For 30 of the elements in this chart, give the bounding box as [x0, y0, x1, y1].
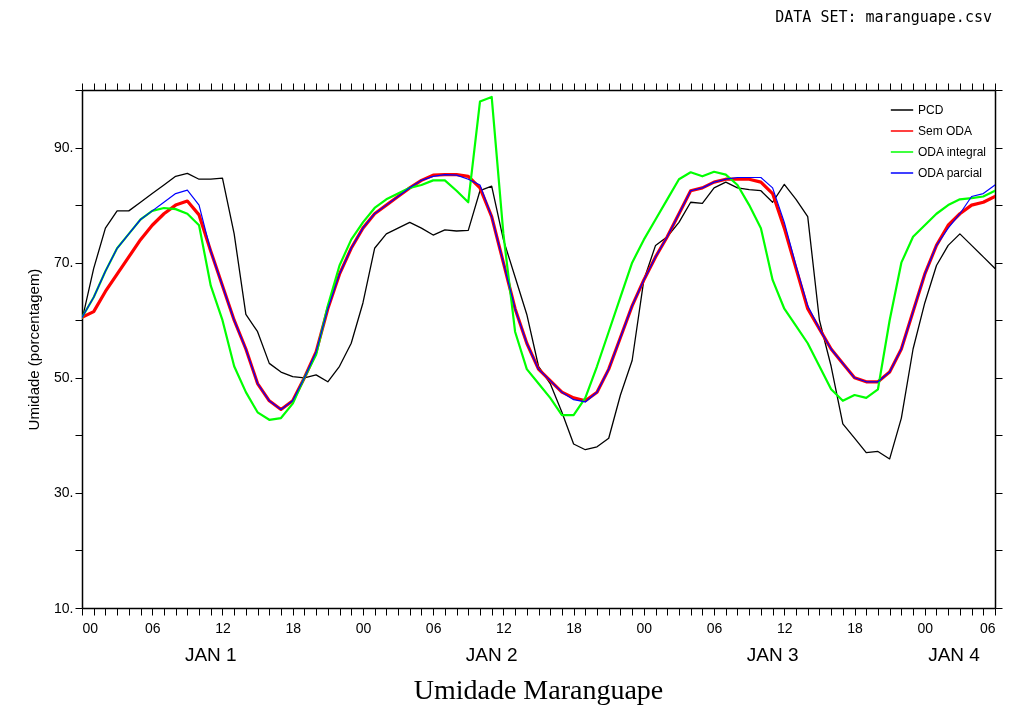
y-tick-label: 70.	[54, 254, 74, 271]
text: JAN 4	[928, 644, 981, 665]
text: DATA SET: maranguape.csv	[775, 8, 992, 26]
y-tick-label: 90.	[54, 139, 74, 156]
legend-label: ODA parcial	[918, 166, 983, 180]
x-tick-label: 00	[82, 619, 99, 636]
x-tick-label: 12	[496, 619, 512, 636]
x-tick-label: 06	[425, 619, 442, 636]
x-tick-label: 18	[285, 619, 302, 636]
text: JAN 2	[465, 644, 518, 665]
y-tick-label: 50.	[54, 369, 74, 386]
legend-label: ODA integral	[918, 145, 987, 159]
text: JAN 1	[184, 644, 237, 665]
legend-label: PCD	[918, 103, 944, 117]
x-tick-label: 00	[636, 619, 653, 636]
x-tick-label: 18	[566, 619, 583, 636]
x-tick-label: 18	[847, 619, 864, 636]
x-tick-label: 00	[355, 619, 372, 636]
x-tick-label: 06	[979, 619, 996, 636]
text: Umidade Maranguape	[413, 674, 664, 705]
x-tick-label: 06	[706, 619, 723, 636]
text: JAN 3	[746, 644, 799, 665]
y-tick-label: 30.	[54, 484, 74, 501]
x-tick-label: 12	[777, 619, 793, 636]
y-axis-title: Umidade (porcentagem)	[25, 268, 43, 431]
y-tick-label: 10.	[54, 599, 74, 616]
x-tick-label: 00	[917, 619, 934, 636]
x-tick-label: 06	[144, 619, 161, 636]
x-tick-label: 12	[215, 619, 231, 636]
legend-label: Sem ODA	[918, 124, 973, 138]
